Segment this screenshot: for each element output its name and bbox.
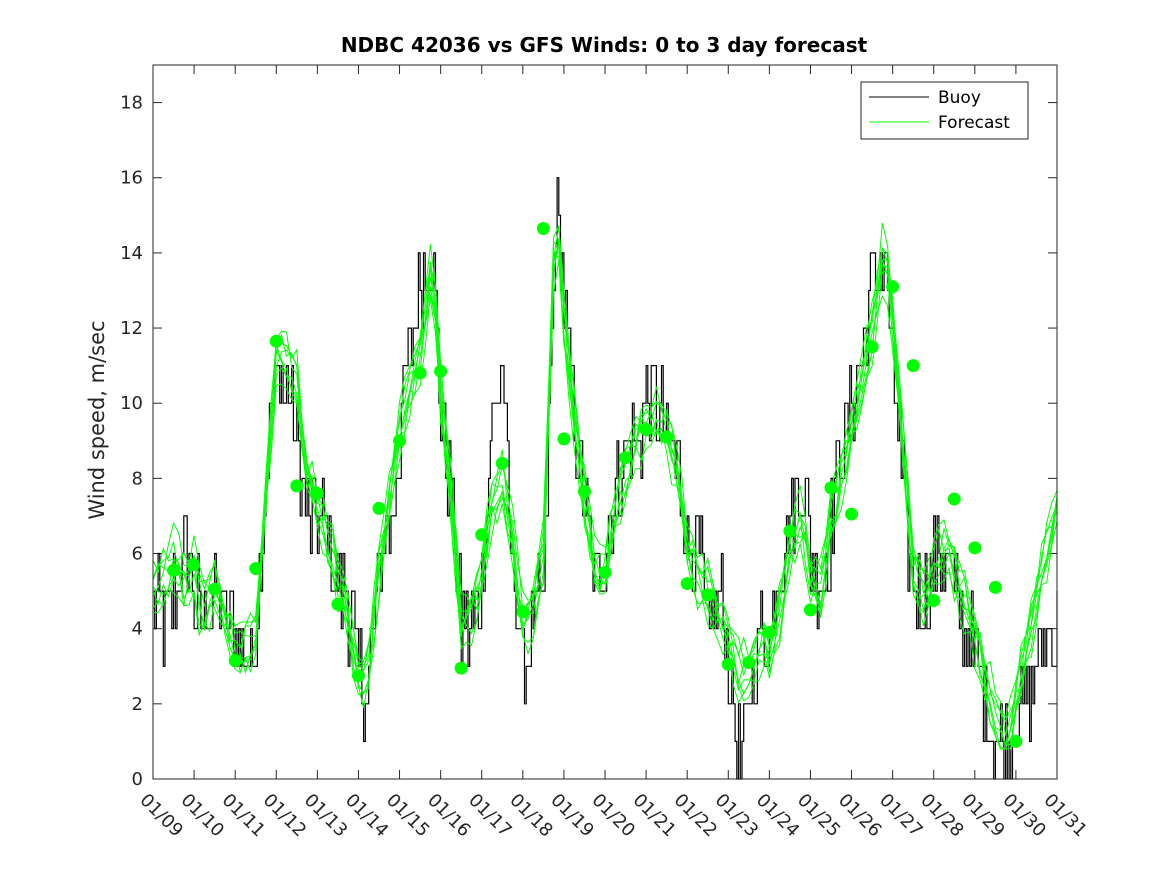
forecast-marker — [968, 541, 982, 555]
forecast-marker — [434, 364, 448, 378]
forecast-marker — [186, 558, 200, 572]
forecast-run-line — [152, 244, 1058, 719]
forecast-marker — [886, 280, 900, 294]
forecast-marker — [228, 654, 242, 668]
y-tick-label: 8 — [132, 468, 143, 489]
y-tick-label: 4 — [132, 619, 143, 640]
forecast-marker — [988, 580, 1002, 594]
forecast-marker — [680, 577, 694, 591]
legend-box — [860, 81, 1029, 140]
legend-buoy-label: Buoy — [938, 88, 981, 108]
plot-frame — [152, 64, 1058, 780]
y-ticks: 0 2 4 6 8 10 12 14 16 18 — [120, 93, 1057, 790]
forecast-marker — [577, 485, 591, 499]
chart-title: NDBC 42036 vs GFS Winds: 0 to 3 day fore… — [341, 33, 868, 57]
forecast-marker — [927, 594, 941, 607]
forecast-marker — [742, 656, 756, 670]
y-tick-label: 10 — [120, 393, 143, 414]
y-tick-label: 0 — [132, 769, 143, 790]
forecast-marker — [167, 563, 181, 577]
forecast-marker — [803, 603, 817, 617]
forecast-marker — [413, 366, 427, 380]
forecast-marker — [536, 221, 550, 235]
forecast-marker — [824, 481, 838, 495]
forecast-marker — [393, 434, 407, 448]
forecast-marker — [249, 562, 263, 576]
forecast-marker — [865, 340, 879, 354]
forecast-marker — [557, 432, 571, 446]
forecast-marker — [372, 501, 386, 515]
forecast-marker — [269, 334, 283, 348]
forecast-markers — [167, 221, 1023, 748]
forecast-marker — [290, 479, 304, 493]
y-tick-label: 18 — [120, 93, 143, 114]
legend-forecast-label: Forecast — [938, 113, 1010, 133]
forecast-marker — [660, 430, 674, 444]
forecast-marker — [762, 625, 776, 639]
y-tick-label: 2 — [132, 694, 143, 715]
plot-area — [153, 65, 1057, 779]
forecast-marker — [454, 661, 468, 675]
forecast-marker — [1009, 734, 1023, 748]
y-axis-label: Wind speed, m/sec — [85, 320, 109, 519]
forecast-marker — [639, 423, 653, 437]
forecast-marker — [619, 451, 633, 465]
y-tick-label: 12 — [120, 318, 143, 339]
forecast-run-line — [152, 238, 1058, 736]
forecast-run-line — [152, 222, 1058, 750]
forecast-marker — [906, 359, 920, 373]
forecast-marker — [947, 492, 961, 506]
forecast-marker — [516, 605, 530, 619]
forecast-marker — [721, 657, 735, 671]
forecast-marker — [475, 528, 489, 542]
forecast-marker — [310, 486, 324, 500]
y-tick-label: 14 — [120, 243, 143, 264]
forecast-marker — [783, 524, 797, 538]
forecast-marker — [845, 507, 859, 521]
y-tick-label: 6 — [132, 544, 143, 565]
forecast-marker — [208, 582, 222, 596]
forecast-marker — [351, 669, 365, 683]
y-tick-label: 16 — [120, 168, 143, 189]
forecast-marker — [495, 456, 509, 470]
forecast-marker — [598, 565, 612, 579]
forecast-marker — [331, 597, 345, 611]
forecast-marker — [701, 588, 715, 602]
legend: Buoy Forecast — [860, 81, 1029, 140]
